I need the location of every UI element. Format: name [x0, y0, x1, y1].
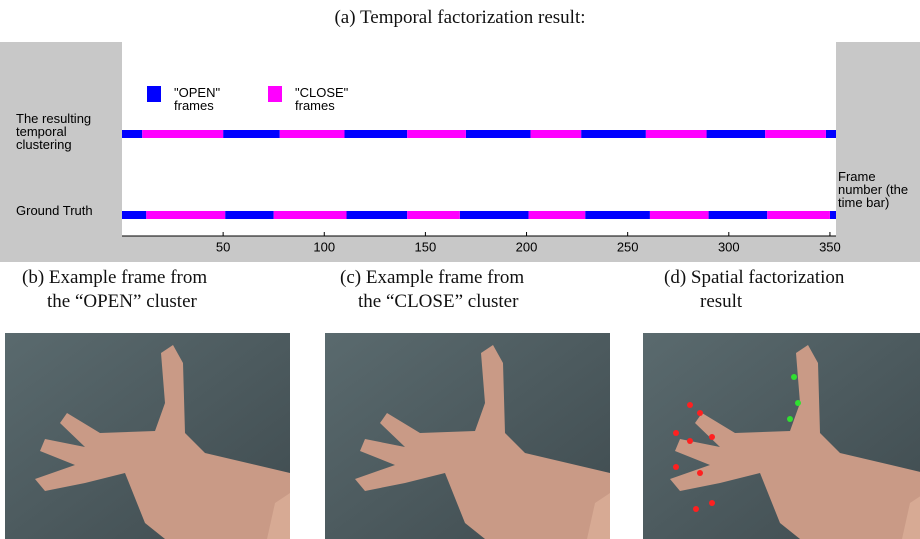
- photo-close: [325, 333, 610, 539]
- x-axis-label: Frame number (the time bar): [838, 170, 916, 209]
- legend-label: "CLOSE" frames: [295, 86, 365, 112]
- segment: [347, 211, 408, 219]
- segment: [223, 130, 280, 138]
- segment: [280, 130, 345, 138]
- x-tick-label: 300: [718, 239, 740, 254]
- segment: [529, 211, 586, 219]
- plot-area: [122, 42, 836, 236]
- segment: [531, 130, 582, 138]
- segment: [225, 211, 274, 219]
- chart: 50 100 150 200 250 300 350: [0, 0, 920, 265]
- photos: [0, 333, 920, 539]
- legend-swatch: [147, 86, 161, 102]
- segment: [460, 211, 529, 219]
- caption-c: (c) Example frame from: [340, 266, 524, 290]
- row-label: The resulting temporal clustering: [16, 112, 116, 151]
- segment: [407, 211, 460, 219]
- segment: [650, 211, 709, 219]
- x-tick-label: 50: [216, 239, 230, 254]
- segment: [274, 211, 347, 219]
- segment: [146, 211, 225, 219]
- caption-d: (d) Spatial factorization: [664, 266, 844, 290]
- segment: [830, 211, 836, 219]
- caption-b: the “OPEN” cluster: [47, 290, 197, 314]
- x-tick-label: 350: [819, 239, 841, 254]
- legend-swatch: [268, 86, 282, 102]
- caption-c: the “CLOSE” cluster: [358, 290, 518, 314]
- segment: [466, 130, 531, 138]
- photo-spatial: [643, 333, 920, 539]
- legend-label: "OPEN" frames: [174, 86, 244, 112]
- segment: [585, 211, 650, 219]
- x-tick-label: 250: [617, 239, 639, 254]
- segment: [344, 130, 407, 138]
- segment: [646, 130, 707, 138]
- x-tick-label: 200: [516, 239, 538, 254]
- segment: [707, 130, 766, 138]
- segment: [765, 130, 826, 138]
- row-label: Ground Truth: [16, 204, 116, 217]
- segment: [709, 211, 768, 219]
- segment: [122, 211, 146, 219]
- segment: [122, 130, 142, 138]
- segment: [142, 130, 223, 138]
- segment: [826, 130, 836, 138]
- caption-b: (b) Example frame from: [22, 266, 207, 290]
- figure: (a) Temporal factorization result: 50100…: [0, 0, 920, 539]
- segment: [407, 130, 466, 138]
- photo-open: [5, 333, 290, 539]
- x-tick-label: 150: [415, 239, 437, 254]
- segment: [581, 130, 646, 138]
- x-tick-label: 100: [313, 239, 335, 254]
- segment: [767, 211, 830, 219]
- caption-d: result: [700, 290, 742, 314]
